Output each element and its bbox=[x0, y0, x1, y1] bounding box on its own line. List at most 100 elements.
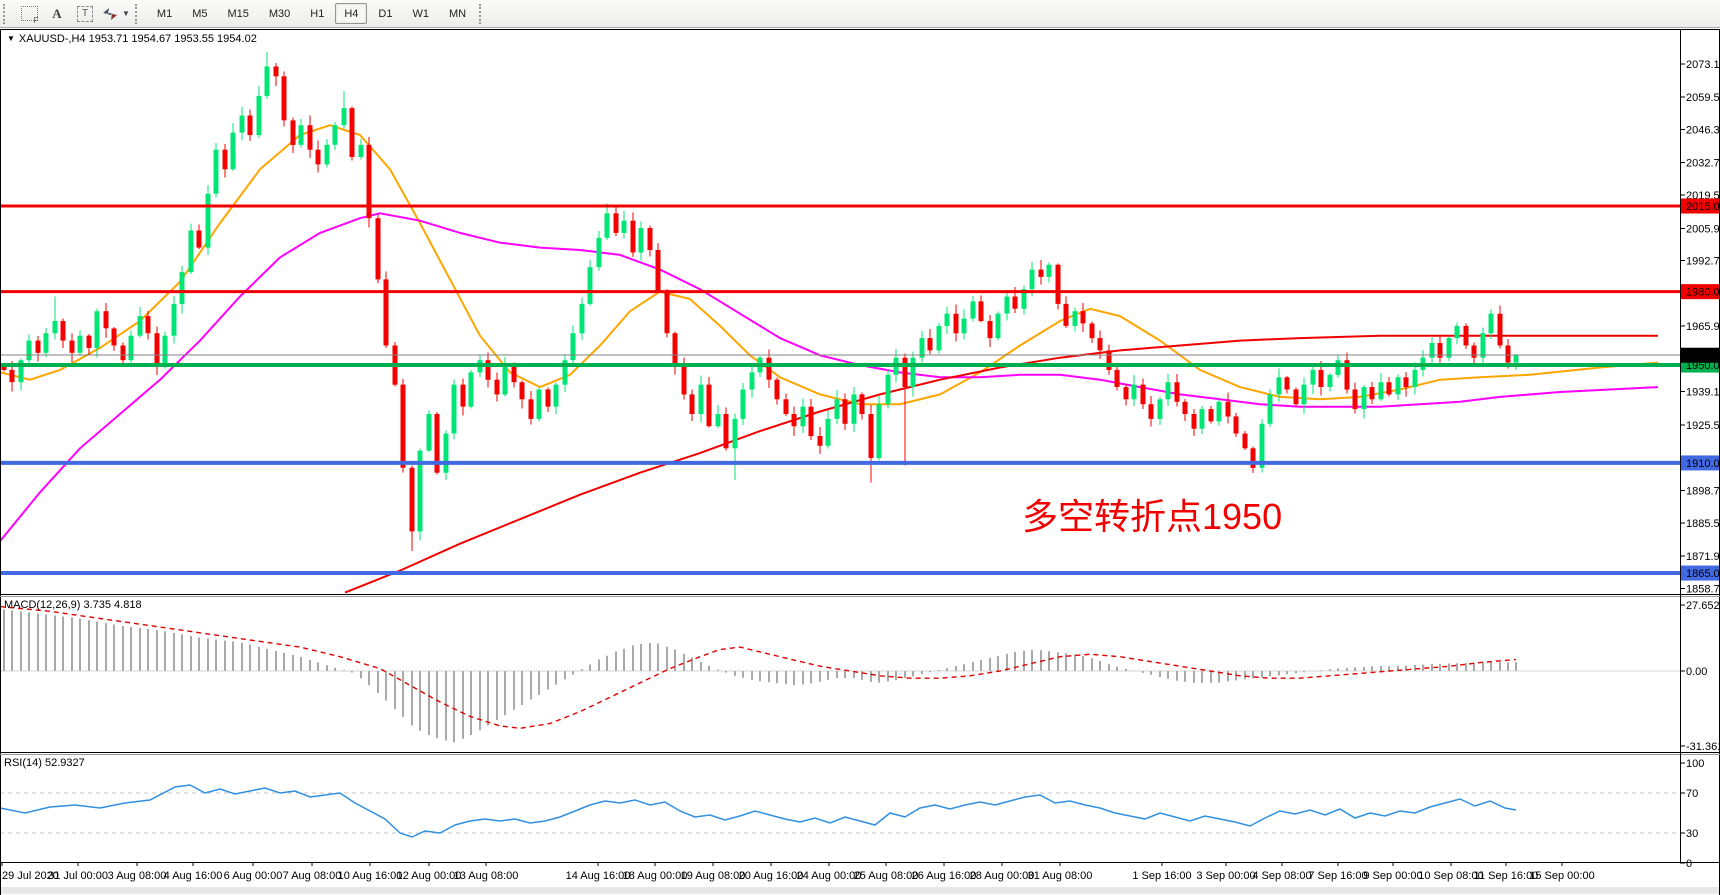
candle-body bbox=[1471, 345, 1477, 358]
level-price-box bbox=[1681, 198, 1720, 214]
candle-body bbox=[52, 321, 58, 334]
candle-body bbox=[77, 335, 83, 353]
candle-body bbox=[1199, 409, 1205, 429]
date-label: 11 Sep 16:00 bbox=[1474, 870, 1539, 882]
candle-body bbox=[222, 149, 228, 170]
timeframe-button-mn[interactable]: MN bbox=[440, 3, 475, 24]
text-label-icon[interactable]: A bbox=[45, 3, 69, 25]
timeframe-button-m5[interactable]: M5 bbox=[183, 3, 216, 24]
timeframe-button-m1[interactable]: M1 bbox=[148, 3, 181, 24]
candle-body bbox=[1369, 387, 1375, 400]
candle-body bbox=[1029, 269, 1035, 290]
candle-body bbox=[315, 149, 321, 165]
level-price-label: 1980.00 bbox=[1686, 287, 1720, 299]
candle-body bbox=[35, 340, 41, 353]
date-label: 29 Jul 2020 bbox=[2, 870, 59, 882]
annotation-text[interactable]: 多空转折点1950 bbox=[1022, 496, 1283, 537]
toolbar-section-grip[interactable] bbox=[134, 3, 144, 24]
price-tick-label: 2032.70 bbox=[1686, 158, 1720, 170]
candle-body bbox=[1505, 345, 1511, 363]
candle-body bbox=[1310, 369, 1316, 385]
timeframe-button-w1[interactable]: W1 bbox=[403, 3, 438, 24]
price-tick-label: 1885.50 bbox=[1686, 518, 1720, 530]
candle-body bbox=[43, 333, 49, 353]
timeframe-button-m15[interactable]: M15 bbox=[218, 3, 257, 24]
candle-body bbox=[69, 340, 75, 353]
timeframe-button-h4[interactable]: H4 bbox=[335, 3, 368, 24]
objects-tool-icon[interactable]: ▼ bbox=[101, 3, 130, 25]
date-label: 12 Aug 00:00 bbox=[397, 870, 462, 882]
candle-body bbox=[188, 230, 194, 273]
toolbar-drag-grip[interactable] bbox=[3, 3, 12, 24]
candle-body bbox=[1446, 338, 1452, 358]
toolbar-end-grip[interactable] bbox=[479, 3, 488, 24]
candle-body bbox=[1480, 333, 1486, 358]
date-label: 14 Aug 16:00 bbox=[566, 870, 631, 882]
timeframe-button-d1[interactable]: D1 bbox=[369, 3, 401, 24]
candle-body bbox=[987, 321, 993, 339]
timeframe-button-m30[interactable]: M30 bbox=[260, 3, 299, 24]
candle-body bbox=[60, 321, 66, 341]
candle-body bbox=[1378, 382, 1384, 400]
candle-body bbox=[698, 384, 704, 414]
candle-body bbox=[587, 267, 593, 304]
candle-body bbox=[86, 335, 92, 348]
candle-body bbox=[749, 372, 755, 390]
candle-body bbox=[1114, 369, 1120, 387]
candle-body bbox=[1361, 387, 1367, 410]
candle-body bbox=[239, 115, 245, 133]
candle-body bbox=[1284, 377, 1290, 390]
candle-body bbox=[1148, 404, 1154, 419]
date-label: 6 Aug 00:00 bbox=[224, 870, 283, 882]
candle-body bbox=[1318, 369, 1324, 387]
candle-body bbox=[647, 228, 653, 250]
text-box-icon[interactable]: T bbox=[73, 3, 97, 25]
candle-body bbox=[502, 365, 508, 395]
bottom-scroll-strip bbox=[1, 887, 1719, 894]
chart-canvas[interactable]: 2073.102059.502046.302032.702019.502005.… bbox=[0, 29, 1720, 895]
candle-body bbox=[307, 125, 313, 150]
price-tick-label: 2073.10 bbox=[1686, 59, 1720, 71]
candle-body bbox=[936, 325, 942, 351]
indicator-template-icon[interactable]: F bbox=[17, 3, 41, 25]
candle-body bbox=[681, 365, 687, 395]
symbol-dropdown-arrow[interactable]: ▼ bbox=[7, 34, 15, 43]
candle-body bbox=[1250, 448, 1256, 468]
level-price-label: 1910.00 bbox=[1686, 458, 1720, 470]
candle-body bbox=[205, 193, 211, 248]
candle-body bbox=[145, 316, 151, 334]
candle-body bbox=[1038, 269, 1044, 277]
f-box-letter: F bbox=[33, 16, 39, 25]
dropdown-caret-icon: ▼ bbox=[122, 9, 130, 18]
candle-body bbox=[766, 357, 772, 380]
candle-body bbox=[553, 384, 559, 407]
candle-body bbox=[596, 237, 602, 268]
symbol-info-line[interactable]: ▼ XAUUSD-,H4 1953.71 1954.67 1953.55 1954… bbox=[7, 33, 257, 45]
date-label: 25 Aug 08:00 bbox=[854, 870, 919, 882]
chart-area[interactable]: 2073.102059.502046.302032.702019.502005.… bbox=[0, 29, 1720, 895]
candle-body bbox=[494, 379, 500, 395]
price-tick-label: 1925.50 bbox=[1686, 420, 1720, 432]
candle-body bbox=[111, 328, 117, 346]
candle-body bbox=[1174, 382, 1180, 402]
candle-body bbox=[1021, 289, 1027, 309]
candle-body bbox=[970, 301, 976, 319]
candle-body bbox=[213, 149, 219, 194]
candle-body bbox=[1140, 384, 1146, 405]
candle-body bbox=[375, 218, 381, 280]
candle-body bbox=[885, 374, 891, 405]
candle-body bbox=[281, 76, 287, 121]
macd-tick-label: 0.00 bbox=[1686, 666, 1707, 678]
macd-signal-line bbox=[0, 605, 1517, 730]
candle-body bbox=[562, 360, 568, 385]
candle-body bbox=[264, 66, 270, 96]
candle-body bbox=[426, 414, 432, 451]
candle-body bbox=[1, 365, 7, 370]
candle-body bbox=[1106, 350, 1112, 370]
timeframe-button-h1[interactable]: H1 bbox=[301, 3, 333, 24]
candle-body bbox=[1276, 377, 1282, 395]
date-label: 4 Aug 16:00 bbox=[164, 870, 223, 882]
rsi-tick-label: 0 bbox=[1686, 858, 1692, 870]
current-price-box bbox=[1681, 347, 1720, 363]
candle-body bbox=[1004, 296, 1010, 314]
